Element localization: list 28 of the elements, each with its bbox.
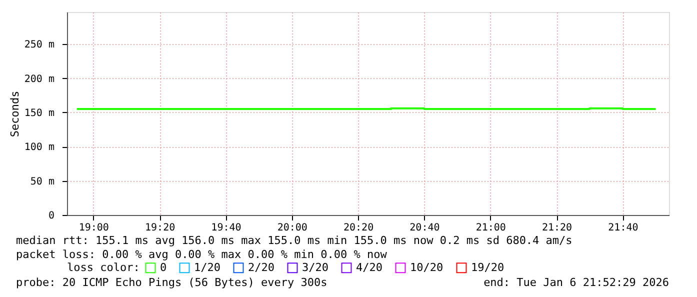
text: packet loss: 0.00 % avg 0.00 % max 0.00 % min 0.00 % now <box>16 248 388 261</box>
x-tick-label: 21:40 <box>608 222 638 234</box>
legend-label: 1/20 <box>194 260 220 274</box>
x-tick-label: 19:00 <box>78 222 109 234</box>
y-tick-label: 100 m <box>24 142 54 154</box>
text: median rtt: 155.1 ms avg 156.0 ms max 155.0 ms min 155.0 ms now 0.2 ms sd 680.4 am/s <box>16 234 572 247</box>
legend-label: 10/20 <box>410 260 444 274</box>
y-tick-label: 50 m <box>30 176 54 188</box>
text: probe: 20 ICMP Echo Pings (56 Bytes) every 300s <box>16 276 328 289</box>
y-tick-label: 250 m <box>24 40 54 51</box>
text: end: Tue Jan 6 21:52:29 2026 <box>484 276 669 289</box>
y-axis-title: Seconds <box>8 90 22 138</box>
legend-label: 0 <box>160 260 167 274</box>
y-tick-label: 150 m <box>24 108 54 119</box>
y-tick-label: 200 m <box>24 74 54 85</box>
legend-title: loss color: <box>67 261 140 274</box>
x-tick-label: 19:40 <box>211 222 242 234</box>
legend-label: 2/20 <box>248 260 274 274</box>
legend-label: 4/20 <box>356 260 382 274</box>
legend-label: 3/20 <box>302 260 328 274</box>
y-tick-label: 0 <box>48 210 54 222</box>
x-tick-label: 21:20 <box>542 222 572 234</box>
x-tick-label: 20:40 <box>410 222 440 234</box>
x-tick-label: 20:20 <box>343 222 374 234</box>
x-tick-label: 21:00 <box>476 222 506 234</box>
legend-label: 19/20 <box>471 260 504 274</box>
x-tick-label: 19:20 <box>145 222 176 234</box>
x-tick-label: 20:00 <box>277 222 308 234</box>
